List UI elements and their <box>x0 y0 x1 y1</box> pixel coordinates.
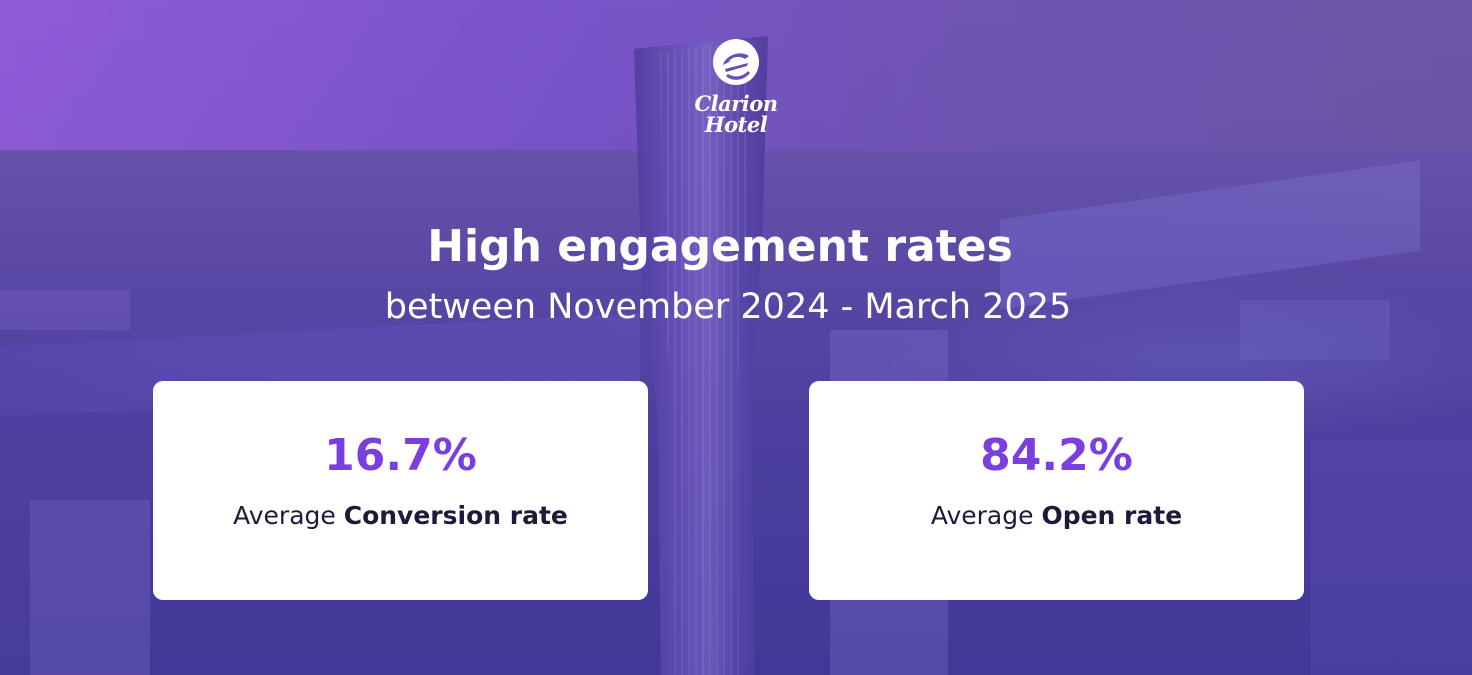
open-rate-value: 84.2% <box>980 430 1133 481</box>
page-title: High engagement rates <box>427 221 1013 272</box>
clarion-e-mark-icon <box>713 39 759 85</box>
open-rate-label-bold: Open rate <box>1041 501 1183 530</box>
conversion-rate-label-bold: Conversion rate <box>343 501 568 530</box>
conversion-rate-card: 16.7% Average Conversion rate <box>153 381 648 600</box>
skyscraper-facade-lines <box>660 40 750 675</box>
open-rate-label-prefix: Average <box>930 501 1034 530</box>
building-shape <box>0 290 130 330</box>
open-rate-label: Average Open rate <box>809 499 1304 533</box>
building-shape <box>30 500 150 675</box>
building-shape <box>0 440 150 675</box>
conversion-rate-label-prefix: Average <box>233 501 336 530</box>
building-shape <box>1240 300 1390 360</box>
clarion-hotel-logo: Clarion Hotel <box>680 38 792 142</box>
open-rate-card: 84.2% Average Open rate <box>809 381 1304 600</box>
building-shape <box>1310 440 1472 675</box>
logo-text-line1: Clarion <box>694 91 778 116</box>
logo-text-line2: Hotel <box>704 112 768 137</box>
date-range-subtitle: between November 2024 - March 2025 <box>384 287 1072 327</box>
conversion-rate-value: 16.7% <box>324 430 477 481</box>
conversion-rate-label: Average Conversion rate <box>153 499 648 533</box>
